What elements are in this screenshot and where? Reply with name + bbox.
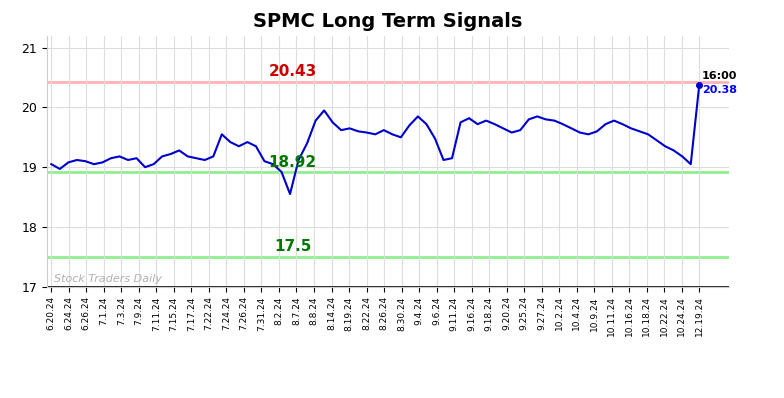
Title: SPMC Long Term Signals: SPMC Long Term Signals: [253, 12, 523, 31]
Text: 20.43: 20.43: [268, 64, 317, 79]
Text: 18.92: 18.92: [269, 154, 317, 170]
Text: 16:00: 16:00: [702, 71, 737, 81]
Text: Stock Traders Daily: Stock Traders Daily: [54, 273, 162, 283]
Text: 17.5: 17.5: [274, 239, 311, 254]
Text: 20.38: 20.38: [702, 84, 737, 95]
